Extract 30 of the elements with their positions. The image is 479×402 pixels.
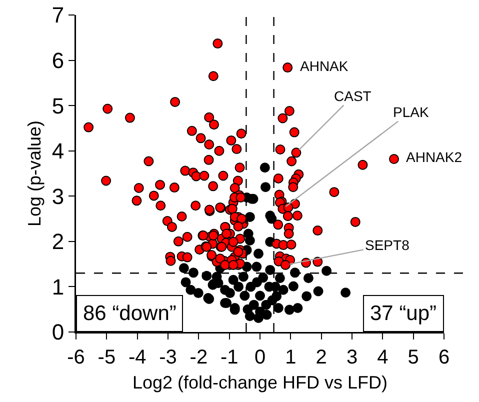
annotation: AHNAK [300,58,349,74]
x-tick-label: 5 [408,346,419,368]
y-tick-label: 2 [52,229,64,254]
annotation: 86 “down” [83,302,176,325]
x-tick-label: -3 [159,346,177,368]
y-tick-label: 7 [52,2,64,28]
x-tick-label: 2 [316,346,327,368]
annotation: CAST [334,88,372,104]
x-tick-label: 6 [438,346,450,368]
y-tick-label: 1 [52,274,64,300]
annotation: PLAK [393,104,430,120]
annotation: AHNAK2 [406,149,462,165]
x-axis-title: Log2 (fold-change HFD vs LFD) [132,372,388,392]
y-tick-label: 5 [52,93,64,118]
y-tick-label: 3 [52,184,64,209]
x-tick-label: -1 [220,346,238,368]
x-tick-label: 1 [285,346,296,368]
x-tick-label: -2 [190,346,208,368]
annotation: 37 “up” [370,302,437,325]
y-tick-label: 4 [52,138,64,164]
x-tick-label: -4 [128,346,146,368]
x-tick-label: 4 [377,346,388,368]
y-tick-label: 6 [52,48,64,73]
x-tick-label: -6 [67,346,85,368]
annotation: SEPT8 [365,237,410,253]
x-tick-label: 0 [254,346,266,368]
x-tick-label: 3 [346,346,358,368]
x-tick-label: -5 [98,346,116,368]
y-tick-label: 0 [52,320,64,345]
y-axis-title: Log (p-value) [24,120,44,227]
